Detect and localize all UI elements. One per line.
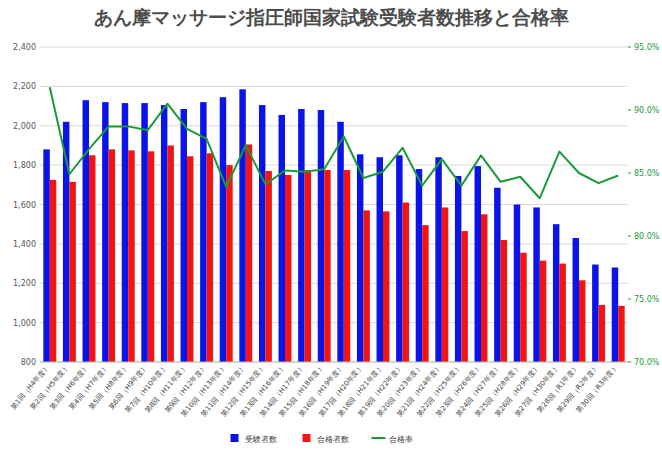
y-tick-label: 1,000 xyxy=(13,319,36,328)
bar xyxy=(612,268,618,363)
bar xyxy=(461,231,467,362)
y-tick-label: 2,000 xyxy=(13,122,36,131)
bar xyxy=(285,175,291,362)
y2-tick xyxy=(628,47,631,48)
bar xyxy=(455,176,461,362)
bar xyxy=(102,102,108,362)
bar xyxy=(396,155,402,362)
bar xyxy=(383,211,389,362)
bar xyxy=(442,207,448,362)
bar xyxy=(69,182,75,362)
bar xyxy=(559,264,565,362)
bar xyxy=(167,145,173,362)
grid-line xyxy=(40,362,628,363)
y2-tick xyxy=(628,173,631,174)
bar xyxy=(337,122,343,362)
y2-tick-label: 95.0% xyxy=(634,43,660,52)
x-tick-label: 第30回（R3年度） xyxy=(575,363,620,414)
bar xyxy=(200,102,206,362)
bar xyxy=(324,170,330,362)
bar xyxy=(279,115,285,362)
y-tick-label: 1,400 xyxy=(13,240,36,249)
y-tick-label: 2,400 xyxy=(13,43,36,52)
bar xyxy=(363,210,369,362)
y2-tick xyxy=(628,236,631,237)
bar xyxy=(514,205,520,363)
legend-swatch xyxy=(303,434,311,442)
bar xyxy=(573,238,579,362)
bar xyxy=(592,265,598,362)
bar xyxy=(435,157,441,362)
y2-tick xyxy=(628,299,631,300)
bar xyxy=(259,105,265,362)
x-axis xyxy=(40,362,628,363)
bar xyxy=(246,144,252,362)
bar xyxy=(540,261,546,362)
bar xyxy=(422,225,428,362)
grid-line xyxy=(40,47,628,48)
bar xyxy=(305,170,311,362)
bar xyxy=(298,109,304,362)
bar xyxy=(89,155,95,362)
legend-swatch xyxy=(231,434,239,442)
legend-swatch xyxy=(372,437,386,439)
bar xyxy=(579,280,585,362)
bar xyxy=(553,224,559,362)
bar xyxy=(475,166,481,362)
legend-label: 合格率 xyxy=(389,435,413,444)
y2-tick xyxy=(628,110,631,111)
bar xyxy=(265,171,271,362)
bar xyxy=(403,203,409,362)
y-tick-label: 1,800 xyxy=(13,161,36,170)
y2-tick-label: 90.0% xyxy=(634,106,660,115)
y2-tick-label: 70.0% xyxy=(634,358,660,367)
plot-area xyxy=(43,87,624,362)
bar xyxy=(109,149,115,362)
bar xyxy=(318,110,324,362)
y-tick-label: 800 xyxy=(21,358,36,367)
bar xyxy=(520,253,526,362)
y2-tick xyxy=(628,362,631,363)
y-tick-label: 1,200 xyxy=(13,279,36,288)
bar xyxy=(181,109,187,362)
bar xyxy=(128,150,134,362)
bar xyxy=(377,157,383,362)
y2-tick-label: 85.0% xyxy=(634,169,660,178)
bar xyxy=(599,305,605,362)
bar xyxy=(50,180,56,362)
y2-tick-label: 80.0% xyxy=(634,232,660,241)
bar xyxy=(148,151,154,362)
bar xyxy=(187,156,193,362)
bar xyxy=(416,169,422,362)
bar xyxy=(83,100,89,362)
bar xyxy=(220,97,226,362)
bar xyxy=(122,103,128,362)
bar xyxy=(239,89,245,362)
bar xyxy=(226,165,232,362)
bar xyxy=(344,170,350,362)
y2-tick-label: 75.0% xyxy=(634,295,660,304)
legend-label: 受験者数 xyxy=(245,435,277,444)
bar xyxy=(501,240,507,362)
legend-label: 合格者数 xyxy=(317,435,349,444)
bar xyxy=(141,103,147,362)
bar xyxy=(533,207,539,362)
y-tick-label: 2,200 xyxy=(13,82,36,91)
bar xyxy=(161,105,167,362)
legend: 受験者数 合格者数 合格率 xyxy=(231,434,413,444)
bar xyxy=(481,214,487,362)
bar xyxy=(43,149,49,362)
grid-line xyxy=(40,86,628,87)
line xyxy=(50,87,618,198)
y-tick-label: 1,600 xyxy=(13,201,36,210)
bar xyxy=(207,153,213,362)
bar xyxy=(494,188,500,362)
title: あん摩マッサージ指圧師国家試験受験者数推移と合格率 xyxy=(94,6,569,28)
bar xyxy=(618,306,624,362)
chart: あん摩マッサージ指圧師国家試験受験者数推移と合格率 800 1,000 1,200 1,… xyxy=(0,0,662,459)
bar xyxy=(357,154,363,362)
